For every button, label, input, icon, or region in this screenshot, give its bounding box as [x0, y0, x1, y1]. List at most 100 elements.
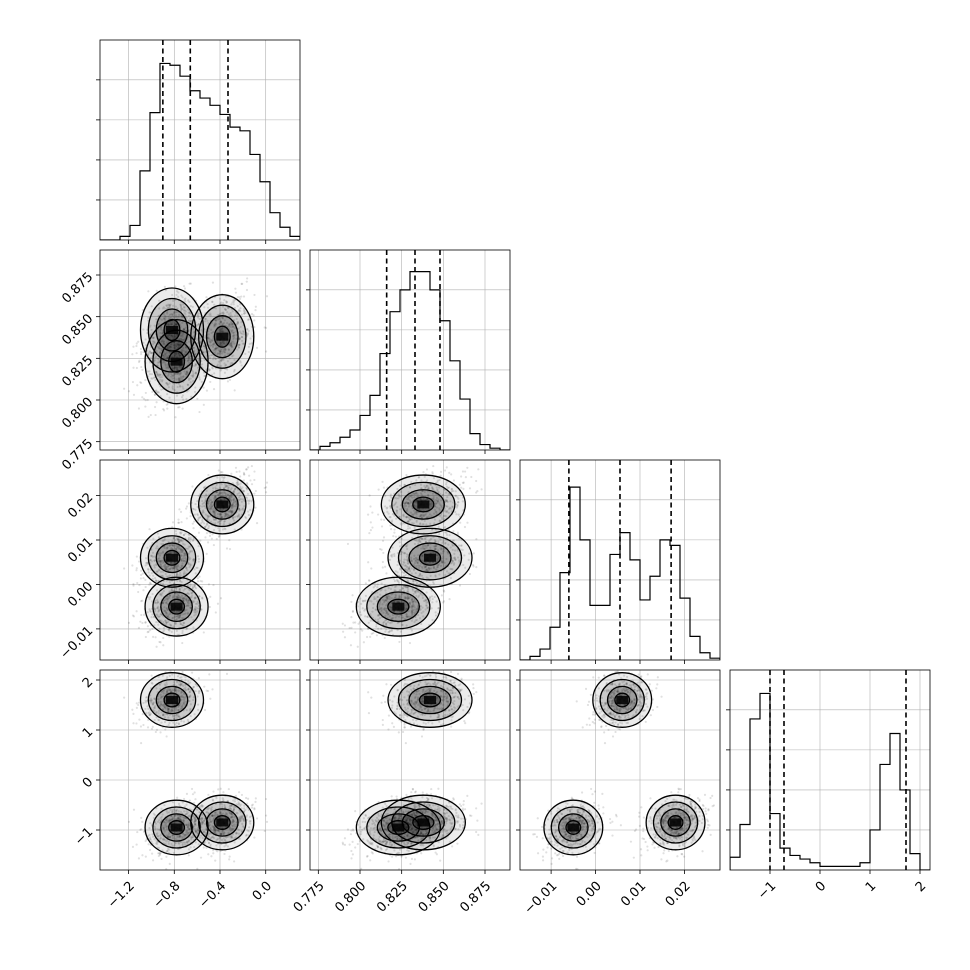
scatter-point-2-0-798: [196, 602, 199, 605]
scatter-point-2-0-193: [162, 539, 165, 542]
scatter-point-1-0-279: [185, 371, 188, 374]
scatter-point-2-0-1118: [184, 559, 187, 562]
scatter-point-1-0-141: [167, 323, 170, 326]
scatter-point-2-0-526: [197, 604, 201, 607]
scatter-point-1-0-1455: [208, 368, 211, 372]
scatter-point-2-0-1350: [182, 597, 185, 600]
scatter-point-2-1-666: [351, 594, 354, 597]
scatter-point-2-1-218: [406, 597, 409, 600]
scatter-point-2-0-1155: [194, 613, 197, 616]
scatter-point-2-0-276: [213, 512, 216, 515]
scatter-point-1-0-954: [177, 344, 180, 348]
scatter-point-2-0-1282: [165, 597, 168, 601]
scatter-point-2-0-502: [182, 555, 186, 558]
scatter-point-2-0-80: [176, 539, 180, 542]
scatter-point-2-0-1254: [185, 627, 189, 630]
scatter-point-1-0-1164: [181, 321, 184, 324]
scatter-point-1-0-1228: [175, 310, 178, 314]
scatter-point-2-0-54: [219, 520, 222, 523]
scatter-point-1-0-502: [182, 328, 186, 331]
scatter-point-1-0-282: [173, 372, 176, 375]
scatter-point-1-0-1052: [157, 391, 160, 394]
scatter-point-1-0-674: [187, 314, 190, 317]
scatter-point-2-0-513: [153, 607, 156, 611]
scatter-point-1-0-246: [162, 342, 165, 345]
scatter-point-2-0-1275: [218, 522, 221, 526]
scatter-point-1-0-1248: [230, 342, 233, 345]
scatter-point-1-0-1061: [211, 366, 214, 369]
scatter-point-2-0-1069: [164, 610, 167, 613]
scatter-point-2-0-314: [233, 488, 237, 491]
scatter-point-2-0-149: [140, 613, 143, 617]
scatter-point-2-1-40: [403, 572, 406, 575]
scatter-point-1-0-582: [227, 323, 231, 326]
scatter-point-1-0-21: [216, 340, 219, 343]
scatter-point-2-0-478: [148, 608, 151, 611]
scatter-point-2-1-700: [381, 560, 384, 564]
scatter-point-2-0-1494: [247, 500, 250, 503]
scatter-point-1-0-566: [182, 375, 185, 378]
scatter-point-1-0-763: [228, 378, 232, 381]
scatter-point-2-0-1395: [178, 589, 181, 592]
scatter-point-1-0-1214: [182, 387, 185, 390]
scatter-point-1-0-423: [171, 388, 175, 391]
scatter-point-1-0-888: [159, 352, 162, 355]
scatter-point-2-0-408: [155, 645, 158, 648]
scatter-point-2-0-812: [244, 516, 248, 520]
scatter-point-2-1-92: [424, 598, 427, 601]
scatter-point-2-0-184: [177, 521, 181, 524]
scatter-point-1-0-1473: [174, 314, 178, 317]
scatter-point-1-0-1438: [174, 335, 177, 338]
scatter-point-2-0-883: [174, 622, 177, 625]
scatter-point-2-1-179: [434, 547, 437, 551]
scatter-point-2-0-231: [231, 509, 234, 512]
scatter-point-2-0-1077: [135, 569, 138, 572]
scatter-point-1-0-22: [191, 375, 195, 379]
scatter-point-2-0-937: [151, 541, 154, 545]
scatter-point-2-0-59: [168, 596, 171, 600]
scatter-point-1-0-138: [158, 361, 161, 364]
scatter-point-2-0-1146: [139, 577, 143, 580]
scatter-point-2-1-311: [462, 487, 465, 491]
scatter-point-1-0-592: [228, 325, 231, 328]
scatter-point-1-0-1444: [147, 352, 150, 355]
scatter-point-2-1-175: [421, 588, 425, 591]
scatter-point-1-0-1394: [163, 314, 166, 317]
scatter-point-1-0-327: [169, 322, 172, 326]
scatter-point-2-0-1276: [172, 566, 175, 570]
scatter-point-1-0-1166: [182, 349, 185, 352]
scatter-point-2-0-210: [197, 560, 200, 563]
scatter-point-2-0-674: [187, 536, 190, 539]
scatter-point-1-0-682: [226, 306, 230, 309]
scatter-point-1-0-589: [153, 405, 157, 409]
panel-plot-2-2: [520, 460, 720, 660]
scatter-point-2-1-113: [438, 507, 441, 510]
scatter-point-2-0-1209: [198, 595, 201, 598]
scatter-point-2-0-1308: [185, 507, 188, 510]
scatter-point-1-0-1201: [182, 306, 185, 309]
y-tick-label-2-2: 0.01: [65, 535, 96, 566]
scatter-point-2-0-662: [186, 591, 189, 595]
scatter-point-2-1-109: [393, 554, 396, 558]
scatter-point-2-1-217: [445, 515, 448, 518]
scatter-point-2-1-58: [387, 612, 390, 616]
scatter-point-1-0-209: [212, 343, 215, 346]
scatter-point-2-0-677: [233, 491, 236, 494]
scatter-point-1-0-613: [213, 323, 216, 327]
scatter-point-2-0-137: [155, 579, 158, 582]
scatter-point-1-0-1185: [187, 319, 190, 322]
scatter-point-2-1-133: [411, 597, 414, 600]
scatter-point-1-0-1334: [144, 378, 147, 382]
scatter-point-2-1-108: [415, 501, 418, 504]
scatter-point-1-0-302: [241, 282, 244, 285]
scatter-point-1-0-1015: [233, 370, 236, 373]
scatter-point-1-0-78: [167, 315, 170, 318]
scatter-point-1-0-356: [221, 341, 225, 344]
scatter-point-2-0-959: [239, 482, 242, 485]
scatter-point-2-0-279: [185, 597, 188, 600]
scatter-point-1-0-1070: [170, 312, 173, 316]
scatter-point-2-1-49: [445, 570, 449, 573]
scatter-point-2-0-1219: [224, 494, 227, 497]
scatter-point-1-0-1019: [203, 345, 206, 348]
scatter-point-2-0-156: [181, 562, 184, 565]
